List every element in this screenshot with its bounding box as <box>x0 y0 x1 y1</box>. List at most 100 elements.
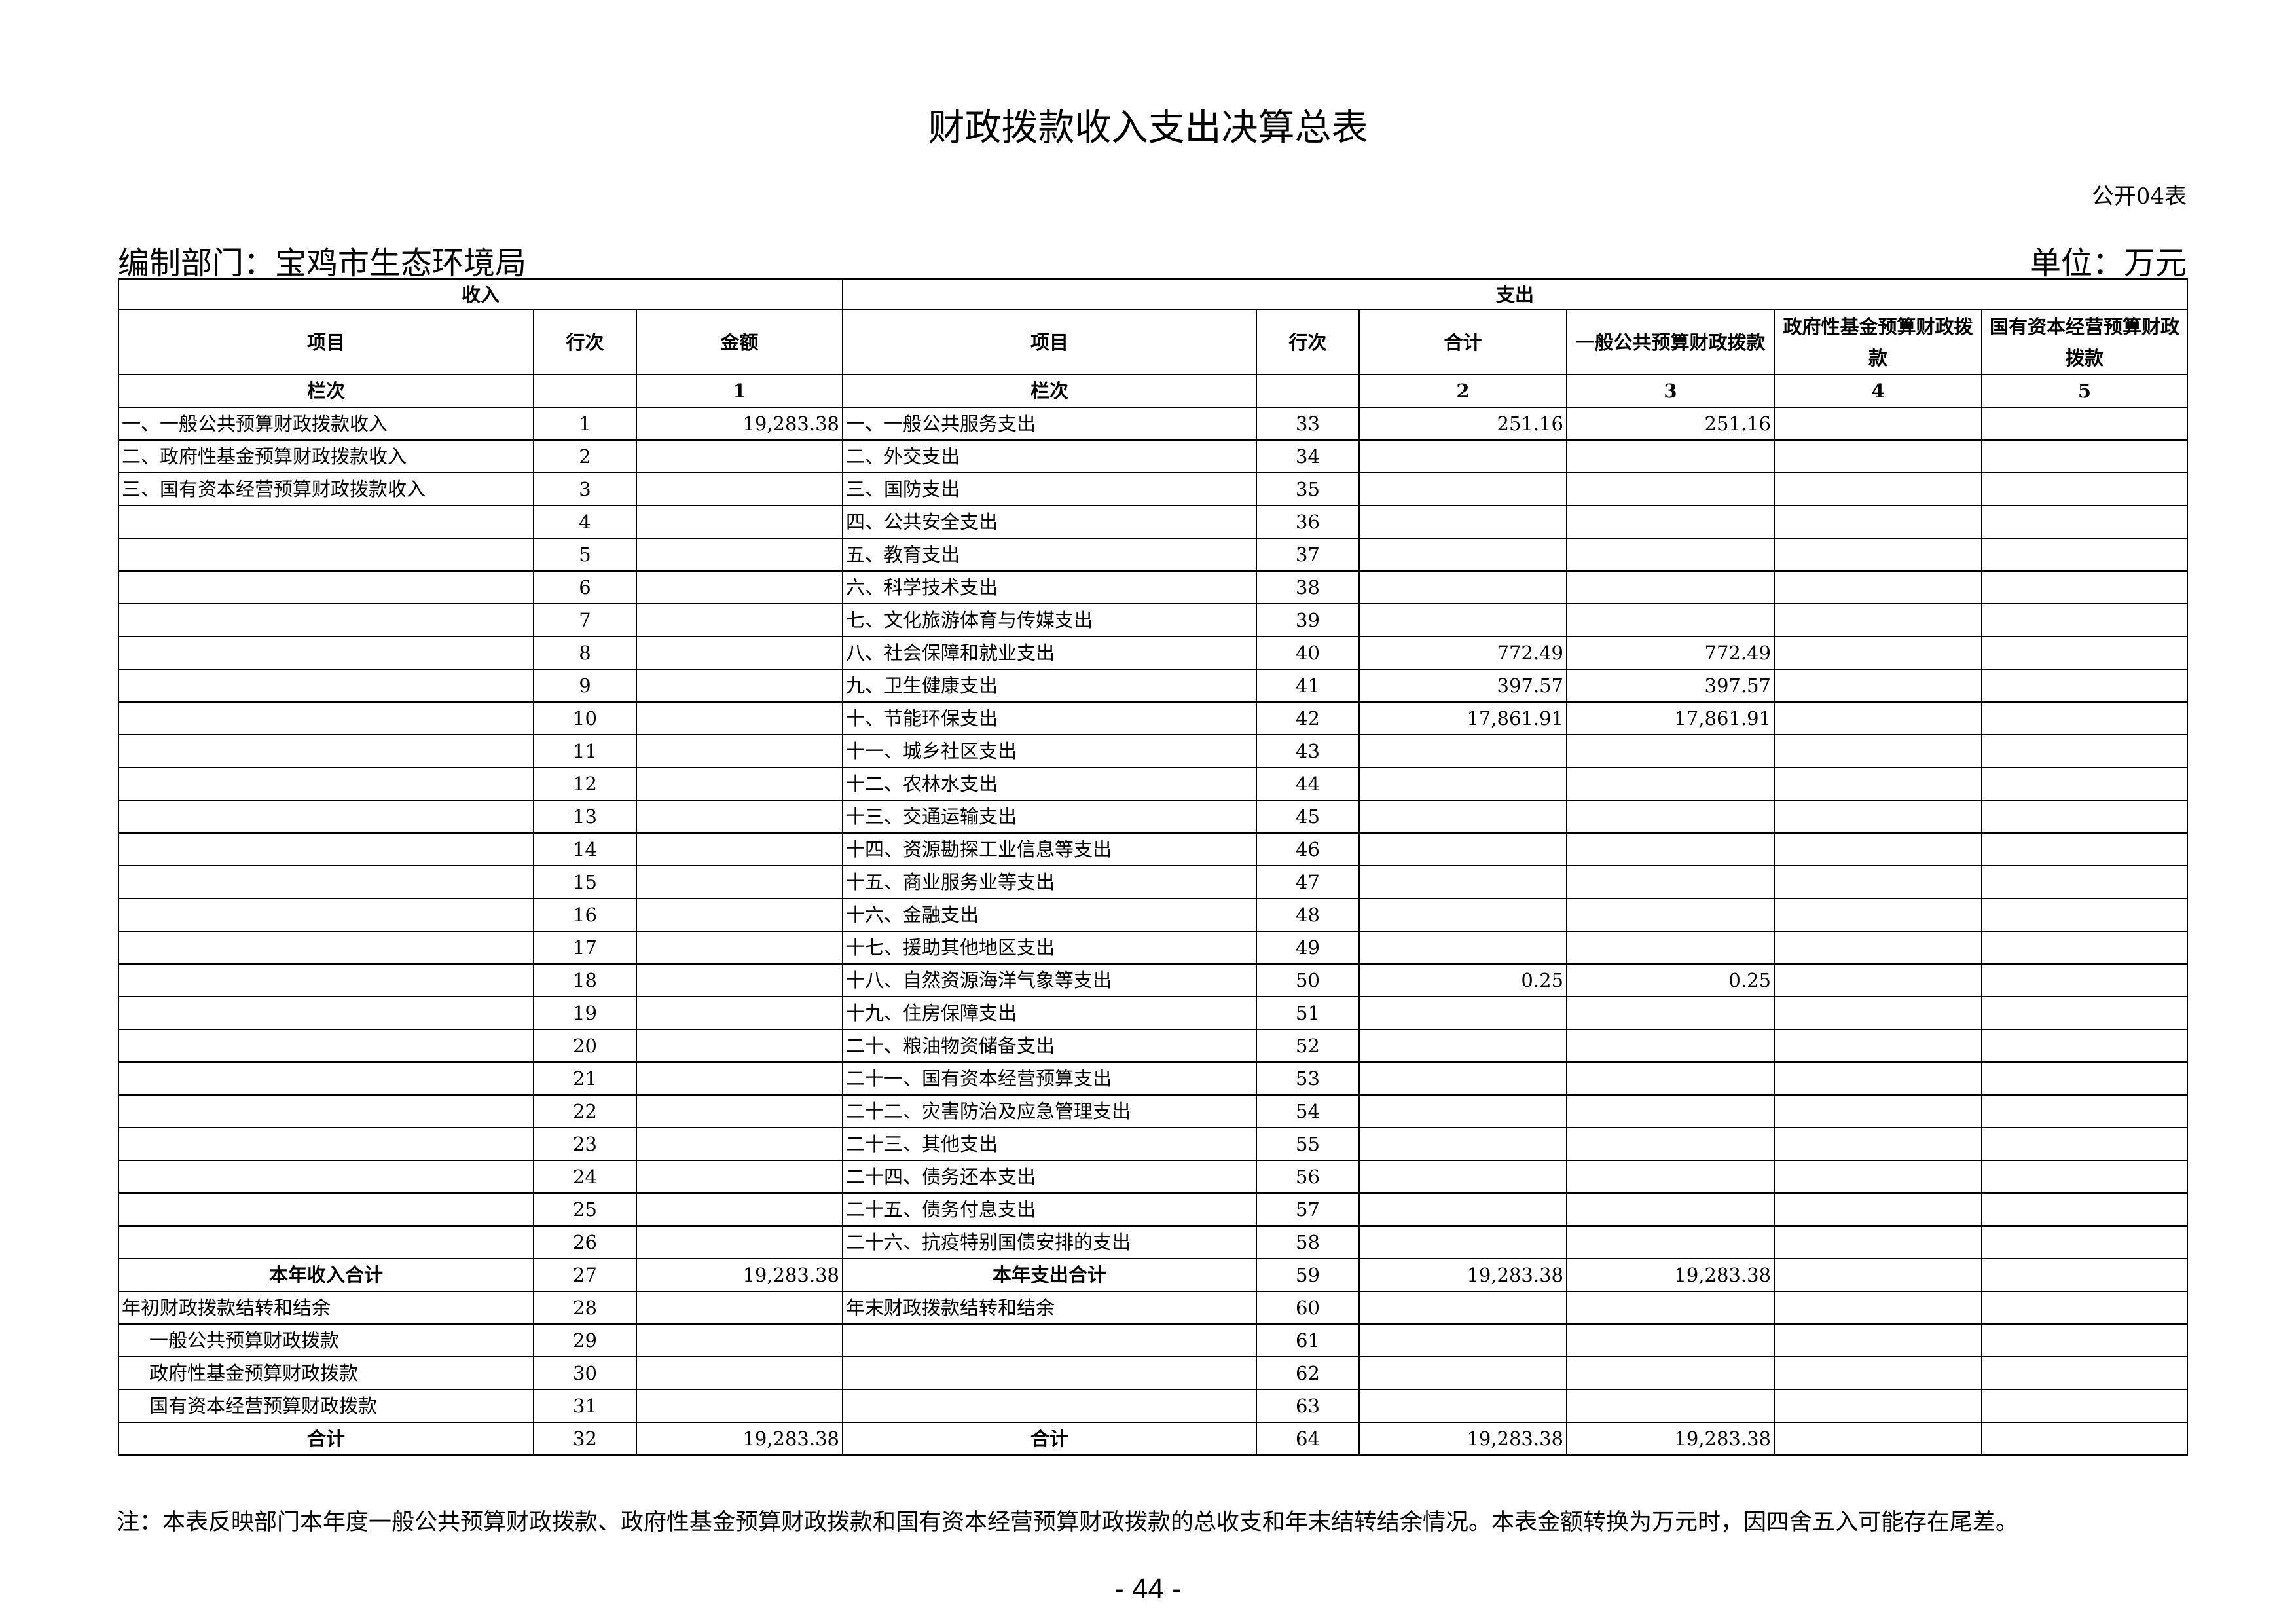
cell <box>1358 1160 1567 1194</box>
cell <box>1980 734 2189 768</box>
cell <box>1566 734 1775 768</box>
cell: 金额 <box>636 309 843 375</box>
cell: 三、国防支出 <box>842 472 1257 506</box>
cell: 3 <box>533 472 637 506</box>
cell <box>1566 1127 1775 1161</box>
cell <box>1358 1061 1567 1096</box>
cell: 23 <box>533 1127 637 1161</box>
cell <box>636 538 843 572</box>
cell <box>842 1389 1257 1423</box>
cell <box>1774 1061 1982 1096</box>
cell <box>1980 1094 2189 1128</box>
cell <box>118 931 534 965</box>
cell <box>1774 1192 1982 1227</box>
cell <box>1566 865 1775 899</box>
budget-table: 收入 支出 项目 行次 金额 项目 行次 合计 一般公共预算财政拨款 政府性基金预算财政拨款 国有资… <box>118 278 2189 1456</box>
cell <box>636 996 843 1030</box>
cell: 48 <box>1256 898 1360 932</box>
cell: 31 <box>533 1389 637 1423</box>
header-row: 项目 行次 金额 项目 行次 合计 一般公共预算财政拨款 政府性基金预算财政拨款 国有资本经营预… <box>118 309 2189 375</box>
cell: 19,283.38 <box>1566 1422 1775 1456</box>
cell <box>1774 1029 1982 1063</box>
cell: 58 <box>1256 1225 1360 1259</box>
cell: 十九、住房保障支出 <box>842 996 1257 1030</box>
cell <box>1358 1094 1567 1128</box>
cell: 14 <box>533 832 637 866</box>
cell <box>1980 570 2189 604</box>
cell <box>1774 505 1982 539</box>
cell <box>1566 1389 1775 1423</box>
cell <box>1566 931 1775 965</box>
cell <box>636 505 843 539</box>
cell: 57 <box>1256 1192 1360 1227</box>
cell: 合计 <box>1358 309 1567 375</box>
cell <box>1774 996 1982 1030</box>
data-row: 12 十二、农林水支出 44 <box>118 767 2189 801</box>
cell: 19,283.38 <box>636 1258 843 1292</box>
cell <box>636 1094 843 1128</box>
cell: 56 <box>1256 1160 1360 1194</box>
data-row: 年初财政拨款结转和结余 28 年末财政拨款结转和结余 60 <box>118 1291 2189 1325</box>
cell: 39 <box>1256 603 1360 637</box>
cell: 43 <box>1256 734 1360 768</box>
cell <box>1774 570 1982 604</box>
cell: 项目 <box>118 309 534 375</box>
cell: 十五、商业服务业等支出 <box>842 865 1257 899</box>
cell <box>118 603 534 637</box>
cell: 52 <box>1256 1029 1360 1063</box>
cell <box>118 505 534 539</box>
cell <box>1566 1225 1775 1259</box>
cell: 十四、资源勘探工业信息等支出 <box>842 832 1257 866</box>
cell <box>636 636 843 670</box>
cell <box>1566 1160 1775 1194</box>
cell <box>1358 800 1567 834</box>
cell: 13 <box>533 800 637 834</box>
data-row: 一、一般公共预算财政拨款收入 1 19,283.38 一、一般公共服务支出 33 251.… <box>118 407 2189 441</box>
cell <box>1980 603 2189 637</box>
cell: 二十、粮油物资储备支出 <box>842 1029 1257 1063</box>
cell <box>1566 800 1775 834</box>
cell: 三、国有资本经营预算财政拨款收入 <box>118 472 534 506</box>
cell: 二十六、抗疫特别国债安排的支出 <box>842 1225 1257 1259</box>
cell <box>1566 832 1775 866</box>
cell <box>1358 1029 1567 1063</box>
cell: 本年支出合计 <box>842 1258 1257 1292</box>
cell: 50 <box>1256 963 1360 997</box>
cell: 合计 <box>842 1422 1257 1456</box>
cell <box>1358 767 1567 801</box>
cell <box>1980 800 2189 834</box>
cell: 61 <box>1256 1323 1360 1357</box>
data-row: 一般公共预算财政拨款 29 61 <box>118 1323 2189 1357</box>
department: 编制部门：宝鸡市生态环境局 <box>118 245 527 282</box>
cell: 21 <box>533 1061 637 1096</box>
cell <box>636 1029 843 1063</box>
cell: 36 <box>1256 505 1360 539</box>
cell <box>636 1160 843 1194</box>
cell <box>1980 1029 2189 1063</box>
cell: 2 <box>533 439 637 473</box>
cell <box>533 374 637 408</box>
cell <box>118 1160 534 1194</box>
cell <box>1358 1323 1567 1357</box>
cell <box>1980 701 2189 735</box>
cell <box>636 603 843 637</box>
cell <box>636 1225 843 1259</box>
cell <box>636 472 843 506</box>
cell <box>842 1356 1257 1390</box>
cell: 16 <box>533 898 637 932</box>
cell <box>1566 538 1775 572</box>
cell <box>118 832 534 866</box>
data-row: 13 十三、交通运输支出 45 <box>118 800 2189 834</box>
data-row: 21 二十一、国有资本经营预算支出 53 <box>118 1061 2189 1096</box>
cell <box>636 570 843 604</box>
data-row: 25 二十五、债务付息支出 57 <box>118 1192 2189 1227</box>
cell <box>1774 931 1982 965</box>
cell: 19,283.38 <box>636 407 843 441</box>
cell <box>636 1127 843 1161</box>
cell: 35 <box>1256 472 1360 506</box>
data-row: 8 八、社会保障和就业支出 40 772.49 772.49 <box>118 636 2189 670</box>
cell: 28 <box>533 1291 637 1325</box>
cell <box>1980 439 2189 473</box>
cell: 一般公共预算财政拨款 <box>118 1323 534 1357</box>
